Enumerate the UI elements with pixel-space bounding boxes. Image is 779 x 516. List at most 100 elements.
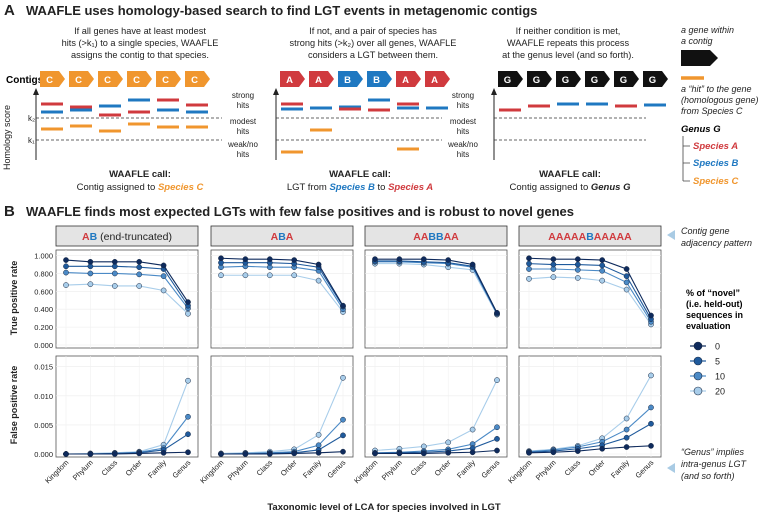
fpr-point-1-0-Class [111,451,118,457]
fpr-point-3-0-Phylum [396,450,403,457]
facet-label-4-part-1: AAAAA [548,231,586,243]
zone-modest-1b: modest [450,117,477,126]
fpr-point-4-0-Genus [648,443,654,449]
gene-label-2-3: B [344,75,351,86]
facet-label-3: AABBAA [413,231,459,243]
zone-strong-2b: hits [457,101,469,110]
gene-label-2-1: A [286,75,293,86]
facet-label-2-part-1: A [271,231,279,243]
tpr-point-4-20-Kingdom [526,275,532,282]
panel-a-legend: a gene within a contig a “hit” to the ge… [681,25,759,187]
x-tick-1-phylum: Phylum [71,458,95,482]
facet-label-1-part-1: A [82,231,90,243]
fpr-line-4-series-0 [528,445,652,454]
fpr-point-3-5-Genus [494,436,500,442]
scenario-1-desc-1: If all genes have at least modest [74,26,206,36]
tpr-point-1-20-Class [111,283,118,289]
facet-header-2 [210,225,354,247]
tpr-point-2-0-Kingdom [218,255,224,262]
gene-arrow-3-1 [498,71,523,87]
tpr-ytick-3: 0.600 [34,287,53,296]
gene-label-1-3: C [104,75,111,86]
x-tick-4-genus: Genus [633,458,655,480]
call-3-text: Contig assigned to Genus G [510,182,632,193]
genus-annotation: “Genus” implies intra-genus LGT (and so … [667,447,748,481]
panel-b-title: WAAFLE finds most expected LGTs with few… [26,204,574,219]
scenario-3-desc-3: at the genus level (and so forth). [502,50,634,60]
call-2-prefix: LGT from [287,182,330,193]
gene-arrow-2-3 [338,71,363,87]
legend-species-b: Species B [693,158,739,169]
fpr-ytick-2: 0.010 [34,392,53,401]
call-3-target: Genus G [591,182,631,193]
scenario-1-desc-2: hits (>k₁) to a single species, WAAFLE [62,38,219,48]
fpr-point-2-0-Order [291,450,298,457]
gene-label-1-1: C [46,75,53,86]
fpr-point-2-0-Phylum [242,451,249,457]
gene-arrow-1-5 [156,71,181,87]
tpr-point-1-10-Kingdom [63,269,69,276]
panel-b-letter: B [4,203,15,220]
tpr-line-1-series-10 [65,272,189,309]
tpr-point-4-20-Family [623,286,630,293]
gene-arrow-1-6 [185,71,210,87]
zone-modest-2: hits [237,127,249,136]
zone-modest-2b: hits [457,127,469,136]
x-tick-4-family: Family [609,458,631,480]
tpr-line-3-series-20 [375,263,498,315]
gene-arrow-1-1 [40,71,65,87]
fpr-point-1-0-Phylum [87,451,94,457]
facet-header-1 [55,225,199,247]
tpr-point-1-0-Genus [185,299,191,305]
tpr-ytick-2: 0.400 [34,305,53,314]
zone-strong-1: strong [232,91,254,100]
call-1-target: Species C [158,182,204,193]
gene-label-2-5: A [402,75,409,86]
tpr-panel-3 [364,249,508,349]
gene-arrow-1-2 [69,71,94,87]
tpr-point-2-0-Genus [340,302,346,309]
fpr-point-3-0-Genus [494,447,500,454]
x-tick-2-phylum: Phylum [226,458,250,482]
tpr-line-4-series-5 [528,263,652,320]
facet-header-4 [518,225,662,247]
gene-arrow-3-6 [643,71,668,87]
tpr-axis-title: True positive rate [9,261,19,336]
tpr-line-4-series-20 [528,276,652,325]
x-tick-1-family: Family [146,458,168,480]
x-tick-4-order: Order [587,458,607,478]
call-1-text: Contig assigned to Species C [77,182,204,193]
fpr-point-1-0-Genus [185,449,191,456]
novel-legend-title-1: % of “novel” [686,288,740,298]
tpr-point-4-5-Phylum [550,261,557,268]
tpr-point-1-0-Kingdom [63,257,69,263]
x-tick-2-kingdom: Kingdom [198,458,225,485]
homology-hit-bars [41,98,666,154]
fpr-line-2-series-20 [220,377,344,454]
gene-arrow-1-4 [127,71,152,87]
scenario-2-desc-2: strong hits (>k₂) over all genes, WAAFLE [290,38,457,48]
tpr-point-4-0-Family [623,266,630,272]
tpr-point-1-0-Order [136,258,143,265]
facet-label-1: AB (end-truncated) [82,231,172,243]
genus-annotation-pointer [667,463,675,473]
novel-legend-title-4: evaluation [686,321,731,331]
tpr-point-2-20-Kingdom [218,272,224,279]
tpr-point-4-5-Family [623,273,630,279]
tpr-point-4-10-Family [623,279,630,286]
tpr-line-2-series-20 [221,274,344,313]
novel-legend-title-3: sequences in [686,310,743,320]
fpr-point-4-20-Family [623,415,630,422]
x-tick-2-genus: Genus [325,458,347,480]
tpr-point-4-20-Order [599,277,606,284]
call-2-mid: to [375,182,388,193]
facet-label-3-part-1: AA [413,231,429,243]
contigs-label: Contigs [6,75,44,86]
tpr-point-4-10-Class [574,267,581,273]
fpr-point-2-0-Class [266,451,273,457]
fpr-line-1-series-0 [66,451,189,455]
gene-label-2-6: A [431,75,438,86]
call-2-label: WAAFLE call: [329,169,391,180]
tpr-point-1-10-Phylum [87,270,94,277]
gene-arrow-3-2 [527,71,552,87]
